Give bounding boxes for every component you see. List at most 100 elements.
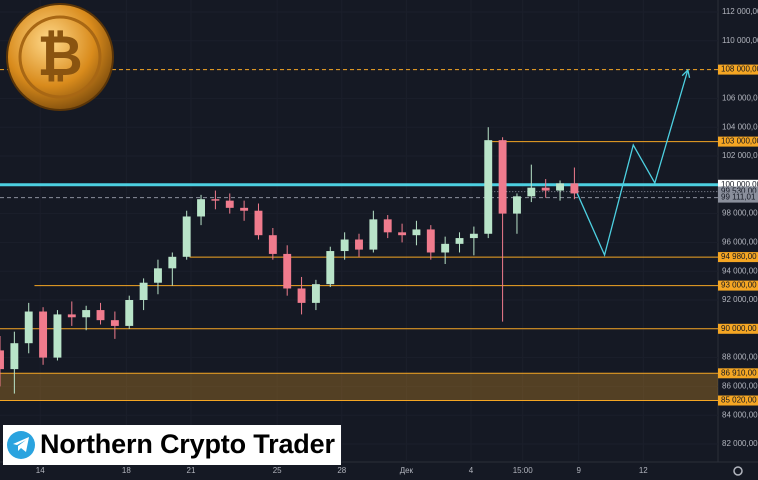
x-tick-label: Дек — [400, 466, 414, 475]
gear[interactable] — [733, 466, 743, 476]
candle-body — [82, 310, 91, 318]
candle-body — [326, 251, 335, 285]
x-tick-label: 18 — [122, 466, 131, 475]
candle-body — [24, 311, 33, 344]
candle-body — [498, 140, 507, 214]
level-label: 93 000,00 — [721, 281, 757, 290]
y-tick-label: 102 000,00 — [722, 151, 758, 160]
candle-body — [283, 253, 292, 289]
bitcoin-logo: ₿ — [6, 3, 114, 111]
x-tick-label: 12 — [639, 466, 648, 475]
x-tick-label: 14 — [36, 466, 45, 475]
level-label-box — [718, 179, 758, 190]
level-label-box — [718, 192, 758, 203]
candle-body — [182, 216, 191, 257]
brand-name: Northern Crypto Trader — [40, 429, 335, 459]
coin-rim — [18, 15, 102, 99]
y-tick-label: 104 000,00 — [722, 122, 758, 131]
candle-body — [541, 187, 550, 191]
candle-body — [67, 314, 76, 318]
candle-body — [527, 187, 536, 197]
candle-body — [254, 210, 263, 236]
candle-body — [240, 207, 249, 211]
candle-body — [556, 183, 564, 191]
level-label-box — [718, 252, 758, 263]
y-tick-label: 98 000,00 — [722, 209, 758, 218]
candle-body — [412, 229, 421, 236]
level-label: 108 000,00 — [721, 65, 758, 74]
candle-body — [570, 183, 579, 194]
candle-body — [268, 235, 277, 254]
candle-body — [211, 199, 220, 201]
candle-body — [369, 219, 378, 250]
level-label-box — [718, 323, 758, 334]
candle-body — [340, 239, 349, 252]
x-tick-label: 4 — [469, 466, 474, 475]
candle-body — [110, 320, 119, 326]
candle-body — [53, 314, 62, 358]
y-tick-label: 84 000,00 — [722, 410, 758, 419]
candle-body — [39, 311, 48, 358]
candle-body — [0, 350, 4, 370]
candle-body — [441, 243, 450, 253]
candle-body — [426, 229, 435, 253]
candle-body — [311, 284, 320, 303]
candle-body — [383, 219, 392, 233]
projection-line — [576, 69, 689, 257]
level-label-box — [718, 368, 758, 379]
level-label-box — [718, 186, 758, 197]
candle-body — [10, 343, 19, 370]
candle-body — [139, 282, 148, 300]
candle-body — [455, 238, 464, 244]
y-tick-label: 110 000,00 — [722, 36, 758, 45]
coin — [6, 3, 114, 111]
candle-body — [469, 233, 478, 239]
level-label: 86 910,00 — [721, 368, 757, 377]
coin-symbol: ₿ — [37, 24, 83, 87]
level-label: 99 530,00 — [721, 187, 757, 196]
projection-arrowhead — [681, 68, 691, 78]
candle-body — [398, 232, 407, 236]
y-tick-label: 88 000,00 — [722, 353, 758, 362]
candle-body — [197, 199, 205, 217]
candle-body — [125, 300, 134, 326]
y-tick-label: 86 000,00 — [722, 382, 758, 391]
level-label: 100 000,00 — [721, 180, 758, 189]
x-tick-label: 15:00 — [513, 466, 534, 475]
y-tick-label: 92 000,00 — [722, 295, 758, 304]
level-label: 90 000,00 — [721, 324, 757, 333]
telegram-plane — [13, 437, 29, 452]
level-label-box — [718, 136, 758, 147]
x-tick-label: 25 — [273, 466, 282, 475]
candle-body — [297, 288, 306, 303]
x-tick-label: 9 — [576, 466, 581, 475]
candle-body — [154, 268, 162, 283]
candle-body — [513, 196, 521, 214]
x-tick-label: 21 — [187, 466, 196, 475]
level-label: 85 020,00 — [721, 396, 757, 405]
level-label: 103 000,00 — [721, 137, 758, 146]
banner-box — [3, 425, 341, 465]
settings-icon[interactable] — [733, 466, 743, 476]
level-label-box — [718, 395, 758, 406]
level-label: 99 111,01 — [721, 193, 756, 202]
candle-body — [168, 256, 177, 269]
y-tick-label: 112 000,00 — [722, 7, 758, 16]
level-label-box — [718, 64, 758, 75]
x-tick-label: 28 — [337, 466, 346, 475]
level-label: 94 980,00 — [721, 252, 757, 261]
y-tick-label: 82 000,00 — [722, 439, 758, 448]
support-zone — [0, 373, 718, 401]
y-tick-label: 96 000,00 — [722, 238, 758, 247]
y-tick-label: 106 000,00 — [722, 94, 758, 103]
brand-banner: Northern Crypto Trader — [3, 425, 341, 465]
candle-body — [484, 140, 493, 234]
level-label-box — [718, 280, 758, 291]
y-tick-label: 94 000,00 — [722, 266, 758, 275]
candle-body — [225, 200, 234, 208]
candle-body — [355, 239, 363, 250]
